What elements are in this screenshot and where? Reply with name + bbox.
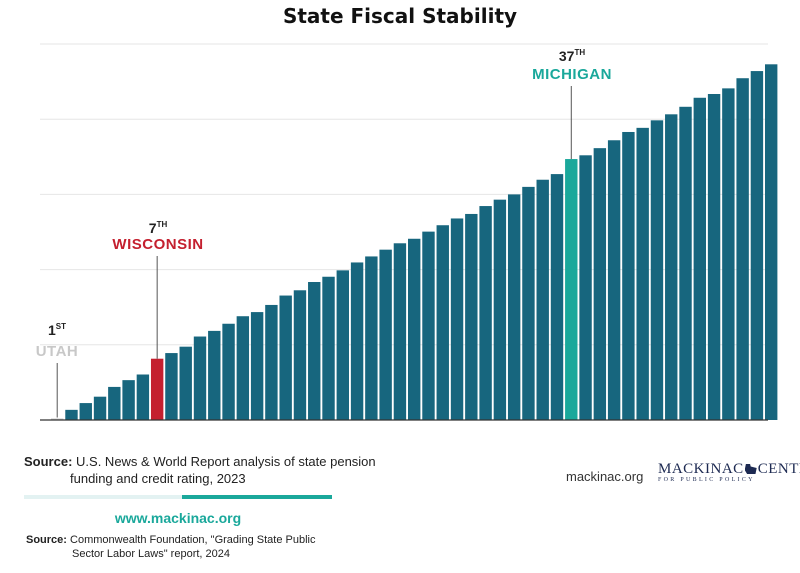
source-note-primary: Source: U.S. News & World Report analysi… (24, 453, 404, 487)
bar (236, 316, 250, 420)
divider-teal (182, 495, 332, 499)
bar (193, 336, 207, 420)
bar (336, 270, 349, 420)
bar (493, 199, 507, 420)
rank-label: 1ST (48, 322, 66, 338)
bar (93, 396, 107, 420)
bar (579, 155, 592, 420)
logo-wordmark: MACKINAC CENTER (658, 461, 800, 478)
bar (179, 346, 192, 420)
mackinac-center-logo: MACKINAC CENTER FOR PUBLIC POLICY (658, 461, 800, 483)
bar (379, 249, 392, 420)
bar (79, 403, 92, 420)
bar (636, 127, 649, 421)
bar (51, 418, 64, 420)
source2-text-line2: Sector Labor Laws" report, 2024 (72, 548, 230, 560)
bar (65, 409, 78, 420)
bar (322, 276, 335, 420)
bar (607, 140, 621, 421)
bar (393, 243, 407, 420)
bar (536, 179, 549, 420)
bar (122, 380, 135, 420)
bar (265, 304, 278, 420)
website-short[interactable]: mackinac.org (566, 469, 644, 484)
bar (222, 323, 235, 420)
bar (707, 94, 721, 421)
bar (622, 131, 635, 420)
source2-text-line1: Commonwealth Foundation, "Grading State … (70, 534, 316, 546)
bar (465, 213, 478, 420)
bar (507, 194, 521, 420)
bar (479, 206, 492, 420)
bar (136, 374, 150, 420)
bar (522, 186, 535, 420)
bar (593, 148, 607, 421)
bar (350, 262, 364, 420)
bar (150, 358, 164, 420)
bar (293, 290, 307, 420)
bar (250, 312, 264, 420)
bar (436, 225, 449, 420)
bar (693, 97, 706, 420)
source2-label: Source: (26, 534, 67, 546)
state-label: WISCONSIN (112, 236, 203, 253)
bar (308, 282, 321, 420)
source-note-secondary: Source: Commonwealth Foundation, "Gradin… (26, 533, 356, 561)
bar (279, 295, 292, 420)
state-label: UTAH (36, 343, 79, 360)
bar (565, 159, 578, 420)
source-text-line1: U.S. News & World Report analysis of sta… (76, 454, 376, 469)
bar (365, 256, 378, 420)
bar (408, 238, 421, 420)
bar (722, 88, 735, 421)
source-label: Source: (24, 454, 73, 469)
rank-label: 7TH (149, 220, 168, 236)
logo-name-b: CENTER (757, 461, 800, 477)
bar (165, 353, 178, 420)
state-label: MICHIGAN (532, 66, 612, 83)
bar (665, 114, 678, 420)
divider-light (24, 495, 182, 499)
bar (650, 120, 664, 420)
bar (108, 386, 121, 420)
michigan-shape-icon (744, 464, 757, 474)
bar (765, 64, 778, 420)
rank-label: 37TH (559, 48, 585, 64)
website-link[interactable]: www.mackinac.org (114, 510, 242, 526)
bar (208, 330, 221, 420)
source-text-line2: funding and credit rating, 2023 (70, 471, 246, 486)
bar (679, 106, 692, 421)
bar (450, 218, 464, 420)
bar (736, 78, 749, 420)
logo-subtitle: FOR PUBLIC POLICY (658, 477, 755, 483)
bar (750, 71, 764, 421)
logo-name-a: MACKINAC (658, 461, 744, 477)
bar (550, 174, 564, 420)
chart-title: State Fiscal Stability (282, 4, 518, 28)
bar (422, 231, 435, 420)
